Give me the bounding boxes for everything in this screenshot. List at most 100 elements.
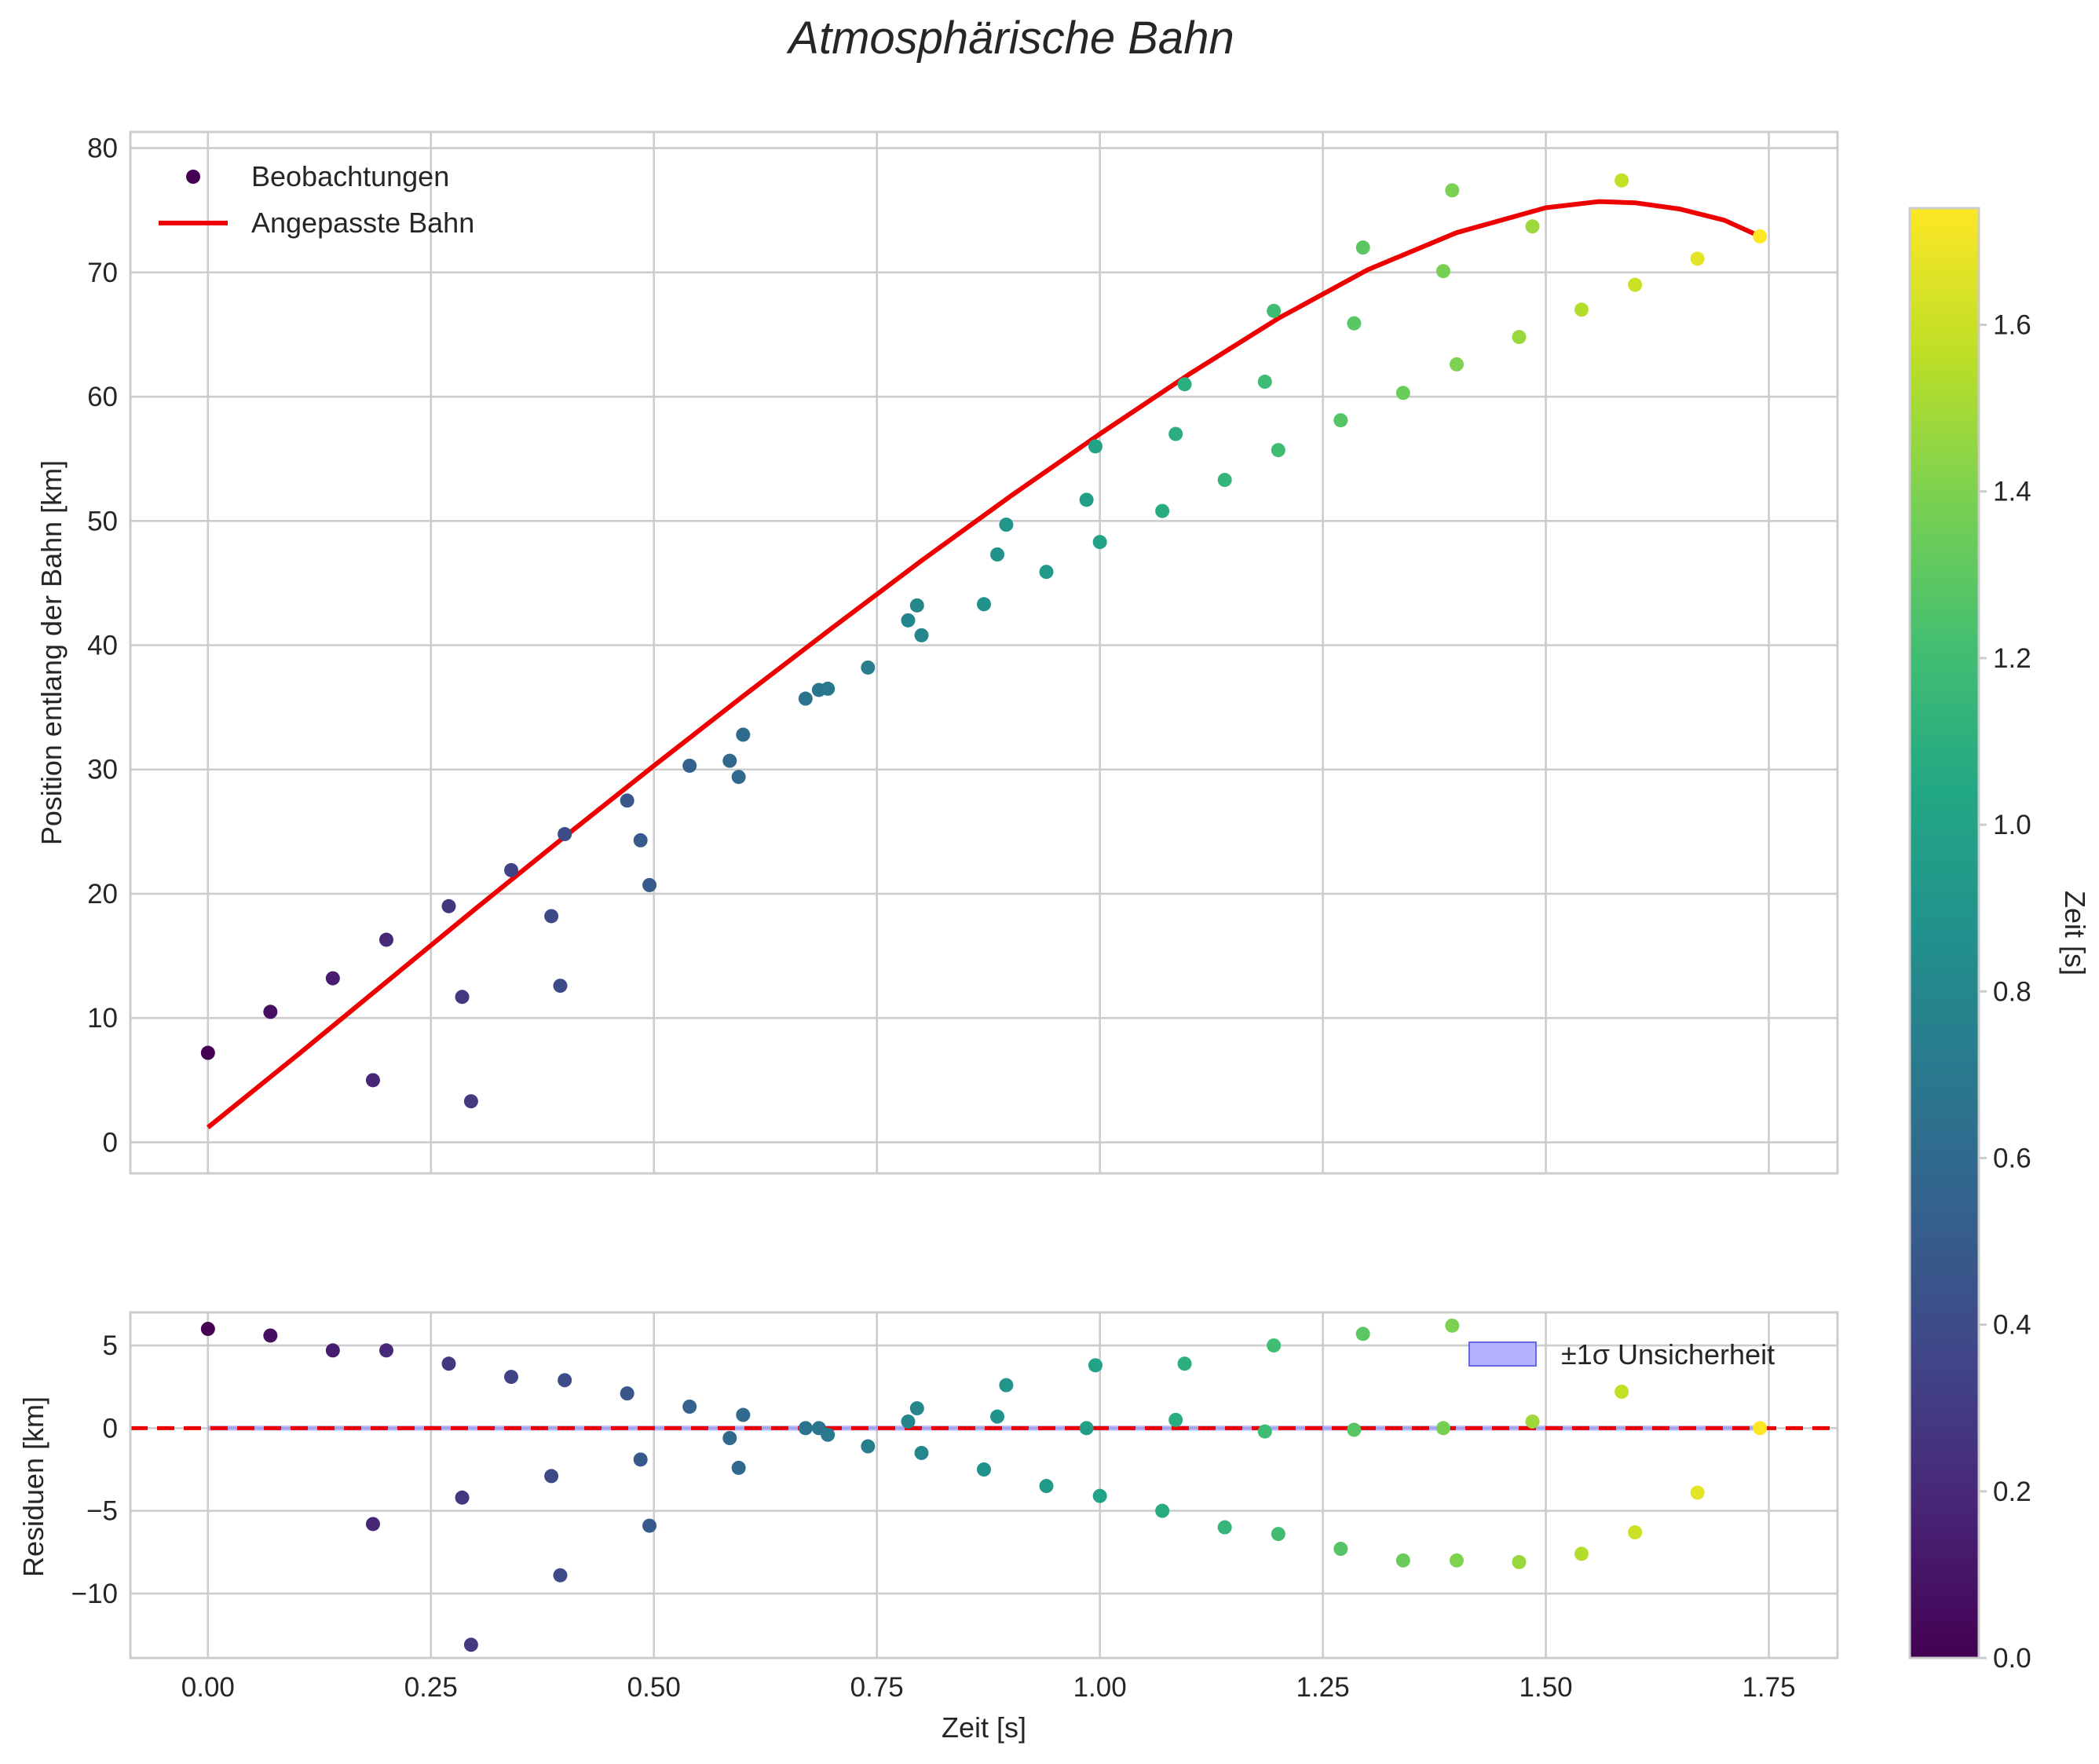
- residual-point: [1347, 1422, 1362, 1437]
- observation-point: [1355, 240, 1370, 255]
- residual-point: [263, 1328, 278, 1343]
- legend-label-uncertainty: ±1σ Unsicherheit: [1561, 1338, 1775, 1371]
- residual-point: [798, 1421, 813, 1436]
- x-tick-label: 0.50: [627, 1672, 681, 1703]
- observation-point: [1614, 173, 1629, 188]
- x-tick-labels: 0.00 0.25 0.50 0.75 1.00 1.25 1.50 1.75: [181, 1672, 1796, 1703]
- residual-point: [1753, 1421, 1768, 1436]
- main-panel: 0 10 20 30 40 50 60 70 80 Position entlang der B…: [35, 130, 1839, 1175]
- observation-point: [455, 990, 470, 1005]
- fitted-trajectory-line: [206, 199, 1761, 1129]
- residual-point: [1628, 1525, 1643, 1539]
- residual-point: [378, 1343, 393, 1358]
- observation-point: [909, 598, 924, 613]
- observation-point: [1271, 443, 1285, 458]
- residual-point: [821, 1427, 836, 1442]
- observation-point: [1257, 375, 1272, 390]
- observation-point: [544, 909, 559, 924]
- residuals-plot-frame: [129, 1311, 1839, 1660]
- colorbar-tick-label: 0.4: [1993, 1310, 2031, 1341]
- residual-point: [463, 1638, 478, 1652]
- observation-point: [365, 1073, 380, 1088]
- residual-point: [558, 1373, 572, 1388]
- observation-point: [977, 597, 991, 612]
- legend-label-observations: Beobachtungen: [251, 160, 449, 192]
- residual-point: [441, 1356, 456, 1371]
- uncertainty-band: [207, 1425, 1761, 1431]
- x-axis-label: Zeit [s]: [942, 1711, 1026, 1744]
- main-gridlines: [130, 132, 1838, 1173]
- residuals-y-tick-label: 5: [103, 1330, 118, 1361]
- main-y-tick-label: 10: [87, 1003, 118, 1034]
- observation-point: [682, 758, 697, 773]
- residual-point: [200, 1322, 215, 1337]
- fitted-trajectory: [206, 199, 1761, 1129]
- x-tick-label: 1.00: [1073, 1672, 1127, 1703]
- observation-point: [1333, 413, 1348, 428]
- residual-point: [642, 1518, 657, 1533]
- observation-point: [1217, 473, 1232, 488]
- x-tick-label: 1.50: [1519, 1672, 1573, 1703]
- main-y-tick-label: 30: [87, 755, 118, 785]
- residual-point: [1257, 1424, 1272, 1439]
- observation-point: [1168, 426, 1183, 441]
- x-tick-label: 1.75: [1742, 1672, 1795, 1703]
- residuals-y-axis-label: Residuen [km]: [17, 1396, 49, 1577]
- colorbar-tick-labels: 0.0 0.2 0.4 0.6 0.8 1.0 1.2 1.4 1.6: [1979, 310, 2031, 1674]
- x-tick-label: 0.25: [404, 1672, 458, 1703]
- residual-point: [1355, 1327, 1370, 1341]
- legend-marker-observations: [186, 170, 200, 184]
- observation-point: [731, 770, 746, 785]
- residual-point: [999, 1378, 1014, 1393]
- residual-point: [990, 1409, 1005, 1424]
- main-y-tick-label: 0: [103, 1127, 118, 1158]
- residual-point: [722, 1431, 737, 1445]
- residual-point: [1395, 1553, 1410, 1568]
- residual-point: [1445, 1318, 1460, 1333]
- observation-point: [504, 862, 519, 877]
- uncertainty-band-fill: [207, 1425, 1761, 1431]
- residual-points: [200, 1318, 1768, 1652]
- observation-point: [901, 613, 916, 628]
- x-tick-label: 0.75: [850, 1672, 904, 1703]
- colorbar-label: Zeit [s]: [2059, 891, 2091, 975]
- main-y-tick-label: 80: [87, 134, 118, 164]
- observation-point: [558, 827, 572, 842]
- legend-label-fitted-line: Angepasste Bahn: [251, 207, 474, 239]
- observation-point: [620, 793, 634, 808]
- observation-point: [1088, 439, 1103, 454]
- observation-point: [325, 971, 340, 986]
- main-y-tick-label: 60: [87, 382, 118, 412]
- residual-point: [1574, 1546, 1589, 1561]
- residual-point: [1435, 1421, 1450, 1436]
- residual-point: [553, 1568, 568, 1583]
- observation-point: [633, 833, 648, 847]
- colorbar-tick-label: 0.0: [1993, 1643, 2031, 1674]
- residual-point: [977, 1462, 991, 1477]
- observation-point: [1753, 229, 1768, 243]
- colorbar: 0.0 0.2 0.4 0.6 0.8 1.0 1.2 1.4 1.6 Zeit [s]: [1908, 207, 2091, 1674]
- observation-point: [1039, 565, 1054, 580]
- residual-point: [365, 1517, 380, 1532]
- main-y-tick-labels: 0 10 20 30 40 50 60 70 80: [87, 134, 118, 1158]
- main-plot-frame: [129, 130, 1839, 1175]
- residuals-y-tick-label: −10: [71, 1579, 118, 1609]
- observation-point: [1177, 377, 1192, 392]
- observation-point: [463, 1094, 478, 1109]
- colorbar-tick-label: 0.2: [1993, 1477, 2031, 1507]
- residuals-y-tick-label: 0: [103, 1413, 118, 1444]
- residual-point: [620, 1386, 634, 1401]
- residuals-panel: 5 0 −5 −10 0.00 0.25 0.50 0.75 1.00 1.25 1.50 1.75…: [17, 1311, 1839, 1744]
- observation-point: [441, 898, 456, 913]
- observation-point: [1435, 264, 1450, 279]
- observation-point: [821, 681, 836, 696]
- observation-point: [1449, 357, 1464, 371]
- observation-point: [642, 877, 657, 892]
- observation-point: [1574, 302, 1589, 317]
- residual-point: [914, 1445, 929, 1460]
- observation-point: [200, 1045, 215, 1060]
- residual-point: [1079, 1421, 1094, 1436]
- residual-point: [633, 1452, 648, 1467]
- residuals-y-tick-label: −5: [86, 1496, 118, 1527]
- main-y-tick-label: 50: [87, 506, 118, 536]
